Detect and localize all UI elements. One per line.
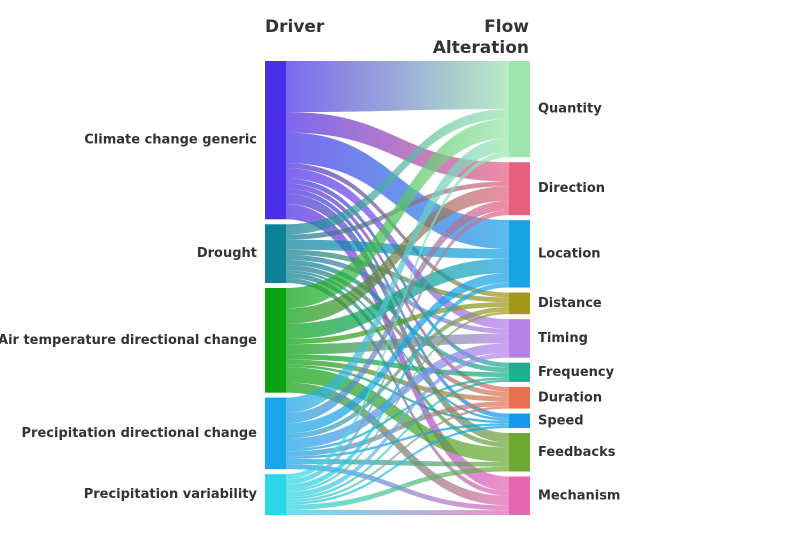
link-precipitation-variability-to-frequency [286,379,509,500]
link-drought-to-duration [286,265,509,397]
source-label-drought: Drought [197,246,257,261]
link-precipitation-directional-change-to-direction [286,200,509,424]
link-precipitation-directional-change-to-duration [286,401,509,457]
link-precipitation-variability-to-direction [286,210,509,485]
node-labels: Climate change generic Drought Air tempera… [0,102,620,504]
link-air-temperature-directional-change-to-quantity [286,118,509,309]
link-air-temperature-directional-change-to-mechanism [286,382,509,506]
target-label-mechanism: Mechanism [538,488,620,503]
link-precipitation-directional-change-to-feedbacks [286,458,509,467]
link-precipitation-directional-change-to-distance [286,306,509,439]
link-precipitation-directional-change-to-frequency [286,377,509,452]
target-node-duration [509,386,530,409]
link-precipitation-variability-to-timing [286,352,509,498]
target-label-timing: Timing [538,331,588,346]
target-label-distance: Distance [538,296,602,311]
source-node-precipitation-directional-change [265,397,286,470]
link-climate-change-generic-to-location [286,132,509,250]
link-drought-to-quantity [286,109,509,235]
source-node-drought [265,224,286,283]
link-precipitation-directional-change-to-speed [286,423,509,459]
source-label-climate-change-generic: Climate change generic [84,133,257,148]
flow-alteration-header-line2: Alteration [433,38,529,58]
target-label-direction: Direction [538,181,605,196]
flow-alteration-header-line1: Flow [484,17,529,37]
driver-header: Driver [265,17,325,37]
source-label-precipitation-directional-change: Precipitation directional change [22,426,258,441]
link-climate-change-generic-to-direction [286,112,509,182]
target-node-quantity [509,61,530,158]
target-node-location [509,220,530,288]
target-node-speed [509,413,530,429]
link-climate-change-generic-to-quantity [286,61,509,113]
target-node-feedbacks [509,433,530,472]
link-precipitation-variability-to-duration [286,406,509,503]
source-node-precipitation-variability [265,474,286,515]
source-label-precipitation-variability: Precipitation variability [84,487,258,502]
link-precipitation-directional-change-to-quantity [286,137,509,413]
target-node-distance [509,292,530,315]
target-node-direction [509,162,530,216]
link-drought-to-feedbacks [286,272,509,448]
target-label-quantity: Quantity [538,102,602,117]
link-air-temperature-directional-change-to-distance [286,302,509,345]
nodes [265,61,530,515]
link-precipitation-directional-change-to-timing [286,343,509,449]
link-climate-change-generic-to-distance [286,163,509,298]
target-label-feedbacks: Feedbacks [538,445,616,460]
target-label-frequency: Frequency [538,365,615,380]
link-climate-change-generic-to-duration [286,183,509,392]
link-air-temperature-directional-change-to-timing [286,333,509,355]
link-precipitation-variability-to-location [286,282,509,490]
target-label-speed: Speed [538,413,584,428]
source-label-air-temperature-directional-change: Air temperature directional change [0,333,257,348]
link-air-temperature-directional-change-to-location [286,258,509,340]
link-air-temperature-directional-change-to-duration [286,359,509,402]
target-node-frequency [509,362,530,382]
link-precipitation-variability-to-quantity [286,152,509,480]
link-precipitation-directional-change-to-location [286,273,509,434]
target-label-duration: Duration [538,390,602,405]
target-node-mechanism [509,476,530,515]
source-node-air-temperature-directional-change [265,288,286,393]
link-air-temperature-directional-change-to-direction [286,186,509,324]
source-node-climate-change-generic [265,61,286,220]
flow-links [286,61,509,515]
link-precipitation-variability-to-distance [286,311,509,493]
link-precipitation-variability-to-mechanism [286,509,509,515]
link-precipitation-variability-to-speed [286,425,509,505]
link-precipitation-variability-to-feedbacks [286,466,509,510]
target-node-timing [509,319,530,358]
target-label-location: Location [538,246,601,261]
